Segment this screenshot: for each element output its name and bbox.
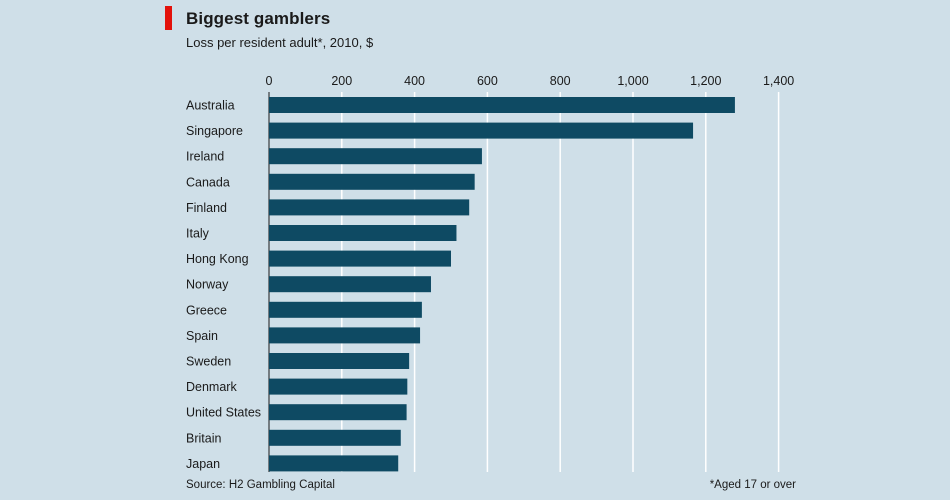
bar-norway	[269, 276, 431, 293]
x-tick-label: 1,000	[617, 74, 648, 88]
category-label: United States	[186, 406, 261, 420]
bar-ireland	[269, 148, 482, 165]
category-label: Japan	[186, 457, 220, 471]
x-tick-label: 800	[550, 74, 571, 88]
bar-italy	[269, 225, 457, 241]
x-tick-label: 600	[477, 74, 498, 88]
x-tick-label: 1,400	[763, 74, 794, 88]
source-note: Source: H2 Gambling Capital	[186, 479, 335, 491]
category-label: Italy	[186, 227, 210, 241]
bar-chart: 0 200 400 600 800 1,000 1,200 1,400 Australia Si…	[186, 74, 795, 472]
bar-finland	[269, 199, 470, 216]
bar-britain	[269, 429, 401, 446]
category-label: Australia	[186, 99, 235, 113]
accent-bar	[165, 6, 172, 30]
x-tick-label: 400	[404, 74, 425, 88]
x-tick-label: 0	[266, 74, 273, 88]
bar-denmark	[269, 378, 408, 395]
x-axis-ticks: 0 200 400 600 800 1,000 1,200 1,400	[266, 74, 795, 88]
category-label: Denmark	[186, 380, 237, 394]
category-label: Norway	[186, 278, 229, 292]
bars	[269, 97, 735, 472]
bar-australia	[269, 97, 735, 113]
category-label: Greece	[186, 303, 227, 317]
category-label: Ireland	[186, 150, 224, 164]
category-label: Canada	[186, 175, 230, 189]
category-label: Finland	[186, 201, 227, 215]
bar-united-states	[269, 404, 407, 421]
bar-greece	[269, 301, 422, 318]
footnote: *Aged 17 or over	[709, 479, 796, 491]
bar-hong-kong	[269, 250, 451, 267]
chart-title: Biggest gamblers	[186, 9, 331, 28]
x-tick-label: 200	[331, 74, 352, 88]
bar-canada	[269, 173, 475, 190]
category-labels: Australia Singapore Ireland Canada Finland It…	[186, 99, 261, 471]
bar-spain	[269, 327, 421, 344]
bar-sweden	[269, 353, 410, 369]
chart-subtitle: Loss per resident adult*, 2010, $	[186, 35, 374, 50]
x-tick-label: 1,200	[690, 74, 721, 88]
category-label: Sweden	[186, 355, 231, 369]
category-label: Singapore	[186, 124, 243, 138]
bar-singapore	[269, 122, 694, 139]
category-label: Hong Kong	[186, 252, 249, 266]
bar-japan	[269, 455, 399, 472]
category-label: Spain	[186, 329, 218, 343]
category-label: Britain	[186, 431, 221, 445]
